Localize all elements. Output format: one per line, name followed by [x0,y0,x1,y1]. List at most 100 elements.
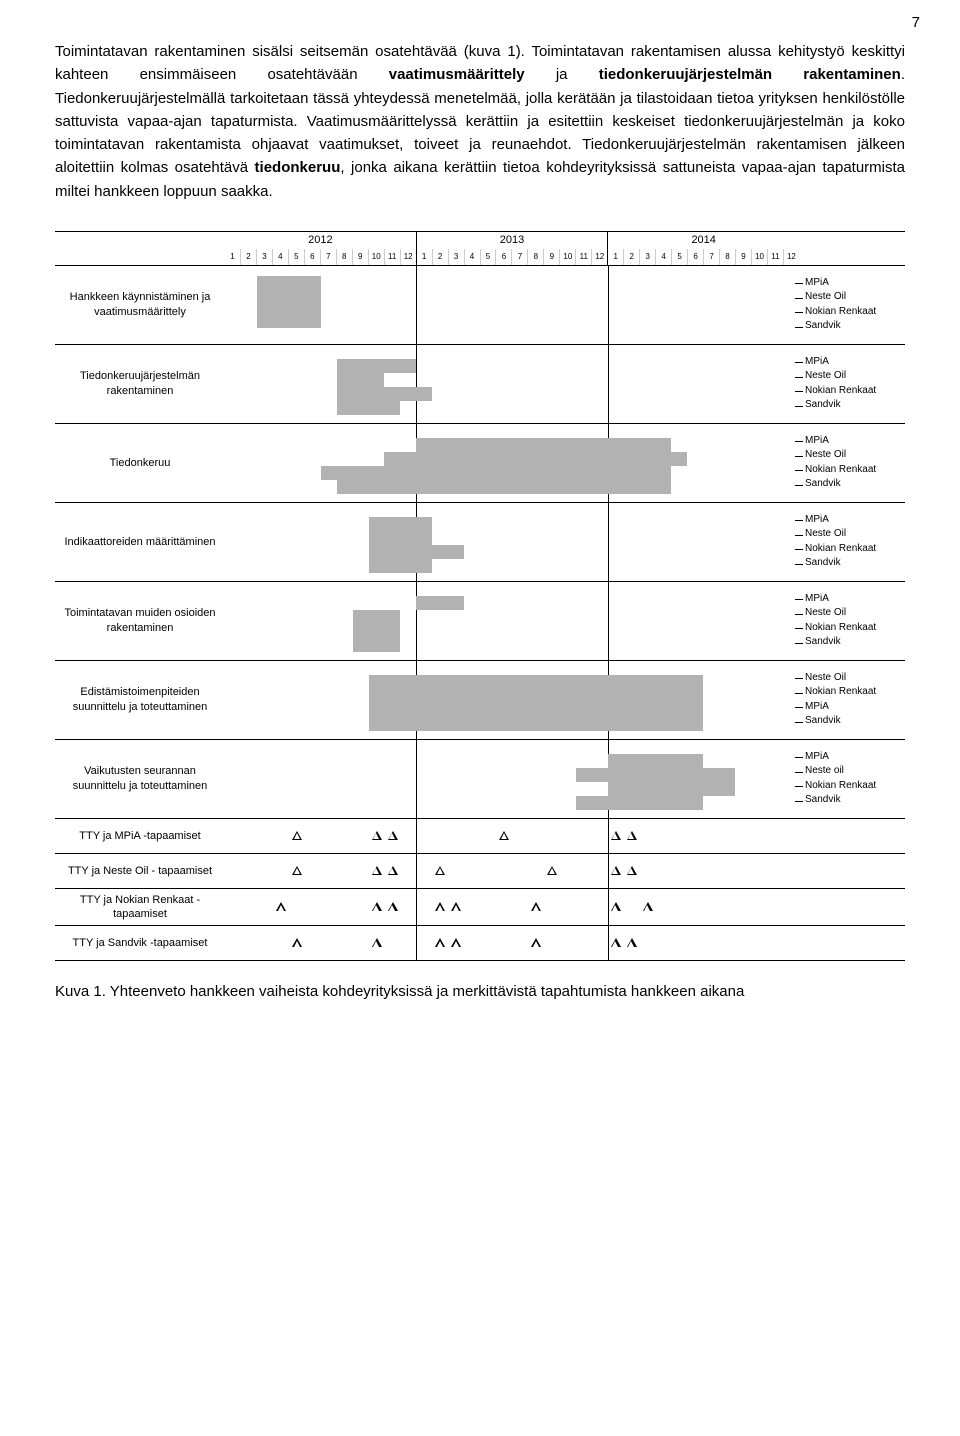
task-label: Tiedonkeruujärjestelmän rakentaminen [55,345,225,423]
triangle-icon [547,862,557,880]
legend-item: Nokian Renkaat [805,779,903,794]
legend-item: Sandvik [805,319,903,334]
month-cell: 9 [543,249,559,265]
legend-item: Nokian Renkaat [805,463,903,478]
gantt-chart: 2012201320141234567891011121234567891011… [55,231,905,962]
triangle-icon [451,934,461,952]
month-cell: 12 [783,249,799,265]
month-cell: 7 [511,249,527,265]
body-paragraph: Toimintatavan rakentaminen sisälsi seits… [55,40,905,203]
task-grid [225,266,799,344]
month-cell: 12 [591,249,607,265]
legend-item: Neste Oil [805,527,903,542]
gantt-bar [337,480,672,494]
legend-item: MPiA [805,592,903,607]
month-cell: 7 [703,249,719,265]
meeting-label: TTY ja Nokian Renkaat - tapaamiset [55,889,225,926]
month-cell: 9 [352,249,368,265]
legend-item: MPiA [805,513,903,528]
legend-item: MPiA [805,700,903,715]
task-grid [225,503,799,581]
gantt-bar [369,717,704,731]
gantt-bar [369,517,433,531]
task-legend: MPiANeste OilNokian RenkaatSandvik [799,582,905,660]
month-cell: 7 [320,249,336,265]
legend-item: Sandvik [805,556,903,571]
task-legend: MPiANeste OilNokian RenkaatSandvik [799,345,905,423]
caption-text: Yhteenveto hankkeen vaiheista kohdeyrity… [106,983,744,1000]
task-row: Hankkeen käynnistäminen ja vaatimusmääri… [55,266,905,345]
month-cell: 8 [336,249,352,265]
month-cell: 5 [288,249,304,265]
month-cell: 1 [225,249,240,265]
month-cell: 12 [400,249,416,265]
gantt-bar [369,545,465,559]
task-row: Tiedonkeruujärjestelmän rakentaminen MPiA… [55,345,905,424]
task-label: Vaikutusten seurannan suunnittelu ja tot… [55,740,225,818]
legend-item: Nokian Renkaat [805,305,903,320]
gantt-bar [369,675,704,689]
triangle-icon [292,862,302,880]
triangle-icon [611,827,621,845]
month-cell: 1 [607,249,623,265]
gantt-bar [353,624,401,638]
gantt-bar [416,596,464,610]
month-cell: 9 [735,249,751,265]
month-cell: 1 [416,249,432,265]
task-row: Indikaattoreiden määrittäminen MPiANeste … [55,503,905,582]
gantt-bar [353,610,401,624]
triangle-icon [372,898,382,916]
meeting-row: TTY ja Nokian Renkaat - tapaamiset [55,889,905,927]
month-cell: 3 [639,249,655,265]
task-grid [225,740,799,818]
task-legend: MPiANeste OilNokian RenkaatSandvik [799,424,905,502]
legend-item: Neste Oil [805,290,903,305]
triangle-icon [388,827,398,845]
month-cell: 3 [256,249,272,265]
legend-item: Sandvik [805,714,903,729]
triangle-icon [276,898,286,916]
legend-item: Sandvik [805,398,903,413]
triangle-icon [292,934,302,952]
task-label: Edistämistoimenpiteiden suunnittelu ja t… [55,661,225,739]
task-label: Indikaattoreiden määrittäminen [55,503,225,581]
triangle-icon [372,934,382,952]
meeting-label: TTY ja Sandvik -tapaamiset [55,926,225,960]
gantt-bar [337,373,385,387]
task-grid [225,582,799,660]
gantt-bar [369,703,704,717]
month-cell: 3 [448,249,464,265]
task-legend: MPiANeste OilNokian RenkaatSandvik [799,503,905,581]
year-cell: 2013 [416,232,608,249]
triangle-icon [435,898,445,916]
month-cell: 11 [767,249,783,265]
legend-item: MPiA [805,276,903,291]
triangle-icon [435,934,445,952]
triangle-icon [627,934,637,952]
legend-item: Neste Oil [805,606,903,621]
task-grid [225,661,799,739]
month-cell: 4 [655,249,671,265]
gantt-bar [337,387,433,401]
year-cell: 2012 [225,232,416,249]
month-cell: 11 [575,249,591,265]
year-cell: 2014 [607,232,799,249]
gantt-bar [369,531,433,545]
triangle-icon [531,934,541,952]
gantt-bar [337,401,401,415]
task-label: Toimintatavan muiden osioiden rakentamin… [55,582,225,660]
task-legend: MPiANeste oilNokian RenkaatSandvik [799,740,905,818]
month-cell: 6 [495,249,511,265]
gantt-bar [337,359,417,373]
month-cell: 10 [559,249,575,265]
triangle-icon [451,898,461,916]
task-legend: Neste OilNokian RenkaatMPiASandvik [799,661,905,739]
month-cell: 5 [480,249,496,265]
figure-caption: Kuva 1. Yhteenveto hankkeen vaiheista ko… [55,983,905,1000]
month-cell: 2 [623,249,639,265]
month-cell: 2 [240,249,256,265]
gantt-bar [416,438,671,452]
triangle-icon [499,827,509,845]
legend-item: Sandvik [805,477,903,492]
task-row: Vaikutusten seurannan suunnittelu ja tot… [55,740,905,819]
